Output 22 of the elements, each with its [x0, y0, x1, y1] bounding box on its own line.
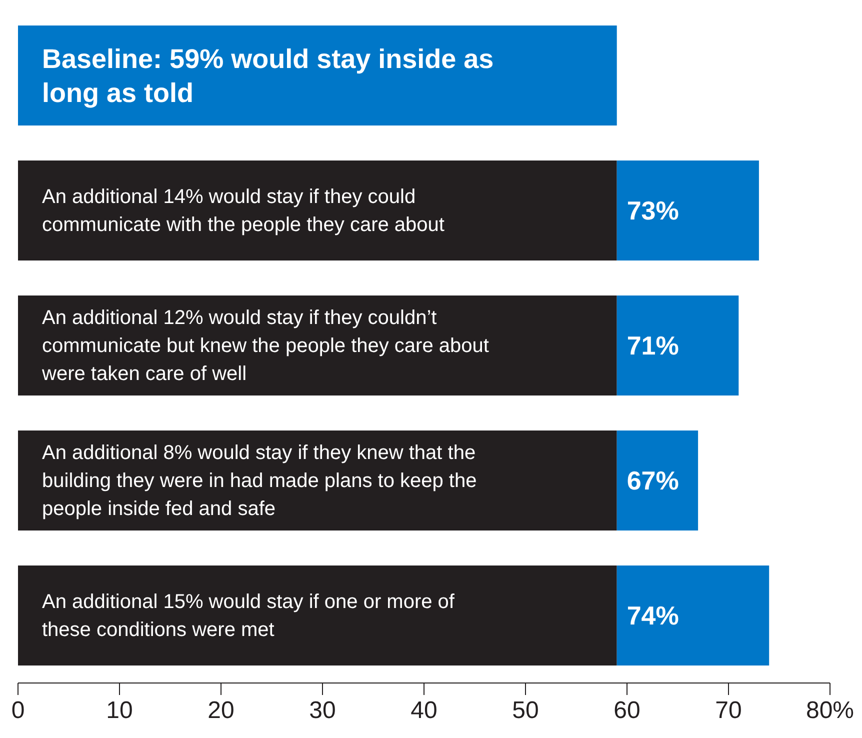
- x-tick-label: 80%: [806, 697, 854, 724]
- annotation: An additional 15% would stay if one or more of these conditions were met: [18, 566, 617, 666]
- total-label: 67%: [626, 466, 679, 496]
- total-label: 71%: [626, 330, 679, 361]
- x-tick-label: 50: [512, 697, 539, 724]
- total-label: 74%: [626, 600, 679, 631]
- bar: [616, 430, 698, 531]
- total-label: 73%: [626, 196, 679, 226]
- annotation: Baseline: 59% would stay inside as long as told: [18, 26, 617, 126]
- bar: [616, 296, 739, 396]
- x-tick-label: 30: [309, 697, 336, 724]
- annotation: An additional 12% would stay if they couldn’t communicate but knew the people they care about were taken care of well: [18, 296, 617, 396]
- x-tick-label: 70: [715, 697, 742, 724]
- x-tick-label: 40: [410, 697, 438, 724]
- bar: [616, 566, 770, 666]
- x-tick-label: 60: [614, 697, 640, 724]
- x-tick-label: 0: [11, 697, 25, 724]
- x-tick-label: 20: [208, 697, 234, 724]
- annotation: An additional 14% would stay if they could communicate with the people they care about: [18, 160, 617, 261]
- annotation: An additional 8% would stay if they knew that the building they were in had made plans to keep the people inside fed and safe: [18, 430, 617, 531]
- bar: [616, 160, 759, 261]
- x-tick-label: 10: [106, 697, 133, 724]
